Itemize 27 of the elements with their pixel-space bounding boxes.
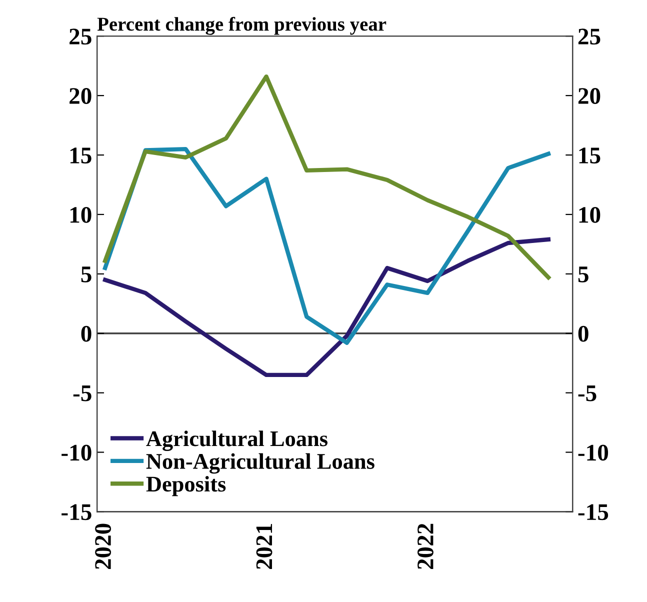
y-tick-label: -10 [62, 444, 92, 461]
y2-tick-label: 15 [579, 148, 600, 164]
x-tick-label: 2020 [95, 524, 112, 570]
y-tick-label: 10 [70, 206, 92, 223]
y-tick-label: -5 [73, 386, 92, 402]
y2-tick-label: -15 [578, 504, 608, 520]
legend-label: Agricultural Loans [146, 430, 328, 451]
y2-tick-label: 0 [578, 326, 588, 342]
x-tick-label: 2021 [256, 524, 272, 570]
legend-label: Non-Agricultural Loans [146, 453, 374, 474]
chart-title: Percent change from previous year [97, 16, 386, 35]
y-tick-label: 5 [81, 266, 92, 282]
line-series [103, 237, 550, 378]
line-series [103, 74, 550, 280]
legend-label: Deposits [146, 476, 226, 496]
y-tick-label: -15 [62, 504, 92, 520]
y2-tick-label: 10 [579, 206, 600, 223]
y2-tick-label: 5 [578, 266, 588, 282]
y-tick-label: 20 [70, 88, 92, 104]
y2-tick-label: 20 [578, 88, 600, 104]
y-tick-label: 25 [70, 28, 92, 45]
y-tick-label: 0 [81, 326, 92, 342]
y2-tick-label: 25 [578, 28, 600, 45]
y2-tick-label: -5 [578, 386, 596, 402]
y-tick-label: 15 [70, 148, 92, 164]
x-tick-label: 2022 [417, 524, 434, 570]
y2-tick-label: -10 [578, 444, 608, 461]
